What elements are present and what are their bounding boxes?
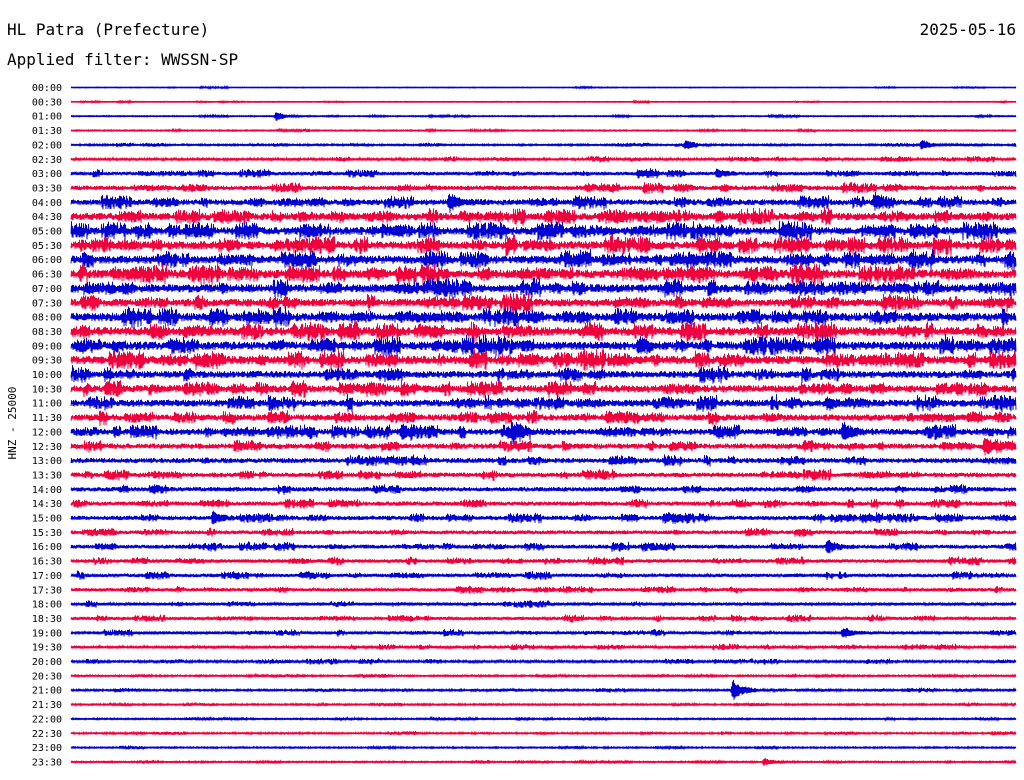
trace-row xyxy=(70,614,1017,623)
trace-row xyxy=(70,454,1017,467)
row-time-label: 09:30 xyxy=(32,356,62,367)
row-time-label: 06:00 xyxy=(32,255,62,266)
row-time-label: 21:00 xyxy=(32,686,62,697)
filter-label: Applied filter: WWSSN-SP xyxy=(7,50,239,69)
row-time-label: 19:00 xyxy=(32,628,62,639)
trace-row xyxy=(70,498,1017,510)
row-time-label: 23:30 xyxy=(32,757,62,768)
row-time-label: 02:30 xyxy=(32,155,62,166)
row-time-label: 17:30 xyxy=(32,585,62,596)
row-time-label: 05:30 xyxy=(32,241,62,252)
row-time-label: 00:30 xyxy=(32,97,62,108)
row-time-label: 07:00 xyxy=(32,284,62,295)
trace-row xyxy=(70,394,1017,413)
row-time-label: 15:30 xyxy=(32,528,62,539)
trace-row xyxy=(70,220,1017,242)
row-time-label: 03:30 xyxy=(32,183,62,194)
row-time-label: 09:00 xyxy=(32,341,62,352)
trace-row xyxy=(70,168,1017,179)
station-title: HL Patra (Prefecture) xyxy=(7,20,210,39)
row-time-label: 19:30 xyxy=(32,643,62,654)
row-time-label: 02:00 xyxy=(32,140,62,151)
trace-row xyxy=(70,248,1017,271)
row-time-label: 11:30 xyxy=(32,413,62,424)
trace-row xyxy=(70,627,1017,638)
row-time-label: 04:00 xyxy=(32,198,62,209)
row-time-label: 22:30 xyxy=(32,729,62,740)
trace-row xyxy=(70,293,1017,314)
trace-row xyxy=(70,306,1017,329)
row-time-label: 17:00 xyxy=(32,571,62,582)
row-time-label: 20:00 xyxy=(32,657,62,668)
trace-row xyxy=(70,468,1017,482)
row-time-label: 23:00 xyxy=(32,743,62,754)
trace-row xyxy=(70,320,1017,343)
row-time-label: 05:00 xyxy=(32,227,62,238)
row-time-label: 03:00 xyxy=(32,169,62,180)
trace-row xyxy=(70,379,1017,398)
trace-row xyxy=(70,277,1017,299)
row-time-label: 18:00 xyxy=(32,600,62,611)
trace-row xyxy=(70,334,1017,357)
trace-row xyxy=(70,556,1017,566)
row-time-label: 22:00 xyxy=(32,714,62,725)
row-time-label: 14:30 xyxy=(32,499,62,510)
trace-row xyxy=(70,409,1017,426)
row-time-label: 10:30 xyxy=(32,384,62,395)
row-time-label: 16:30 xyxy=(32,557,62,568)
row-time-label: 00:00 xyxy=(32,83,62,94)
row-time-label: 13:00 xyxy=(32,456,62,467)
row-time-label: 01:30 xyxy=(32,126,62,137)
row-time-label: 08:00 xyxy=(32,313,62,324)
row-time-label: 11:00 xyxy=(32,399,62,410)
trace-row xyxy=(70,349,1017,372)
row-time-label: 15:00 xyxy=(32,514,62,525)
row-time-label: 16:00 xyxy=(32,542,62,553)
row-time-label: 06:30 xyxy=(32,270,62,281)
trace-row xyxy=(70,437,1017,456)
date-label: 2025-05-16 xyxy=(919,20,1016,39)
trace-row xyxy=(70,510,1017,525)
row-time-label: 01:00 xyxy=(32,112,62,123)
trace-row xyxy=(70,206,1017,226)
row-time-label: 14:00 xyxy=(32,485,62,496)
row-time-label: 13:30 xyxy=(32,470,62,481)
trace-row xyxy=(70,191,1017,214)
trace-row xyxy=(70,234,1017,257)
row-time-label: 08:30 xyxy=(32,327,62,338)
trace-row xyxy=(70,364,1017,384)
trace-row xyxy=(70,419,1017,444)
trace-row xyxy=(70,600,1017,609)
row-time-label: 12:30 xyxy=(32,442,62,453)
row-time-label: 18:30 xyxy=(32,614,62,625)
row-time-label: 12:00 xyxy=(32,427,62,438)
trace-row xyxy=(70,262,1017,286)
row-time-label: 07:30 xyxy=(32,298,62,309)
trace-row xyxy=(70,527,1017,538)
row-time-label: 20:30 xyxy=(32,671,62,682)
trace-row xyxy=(70,182,1017,194)
row-time-label: 04:30 xyxy=(32,212,62,223)
row-time-label: 10:00 xyxy=(32,370,62,381)
row-time-label: 21:30 xyxy=(32,700,62,711)
